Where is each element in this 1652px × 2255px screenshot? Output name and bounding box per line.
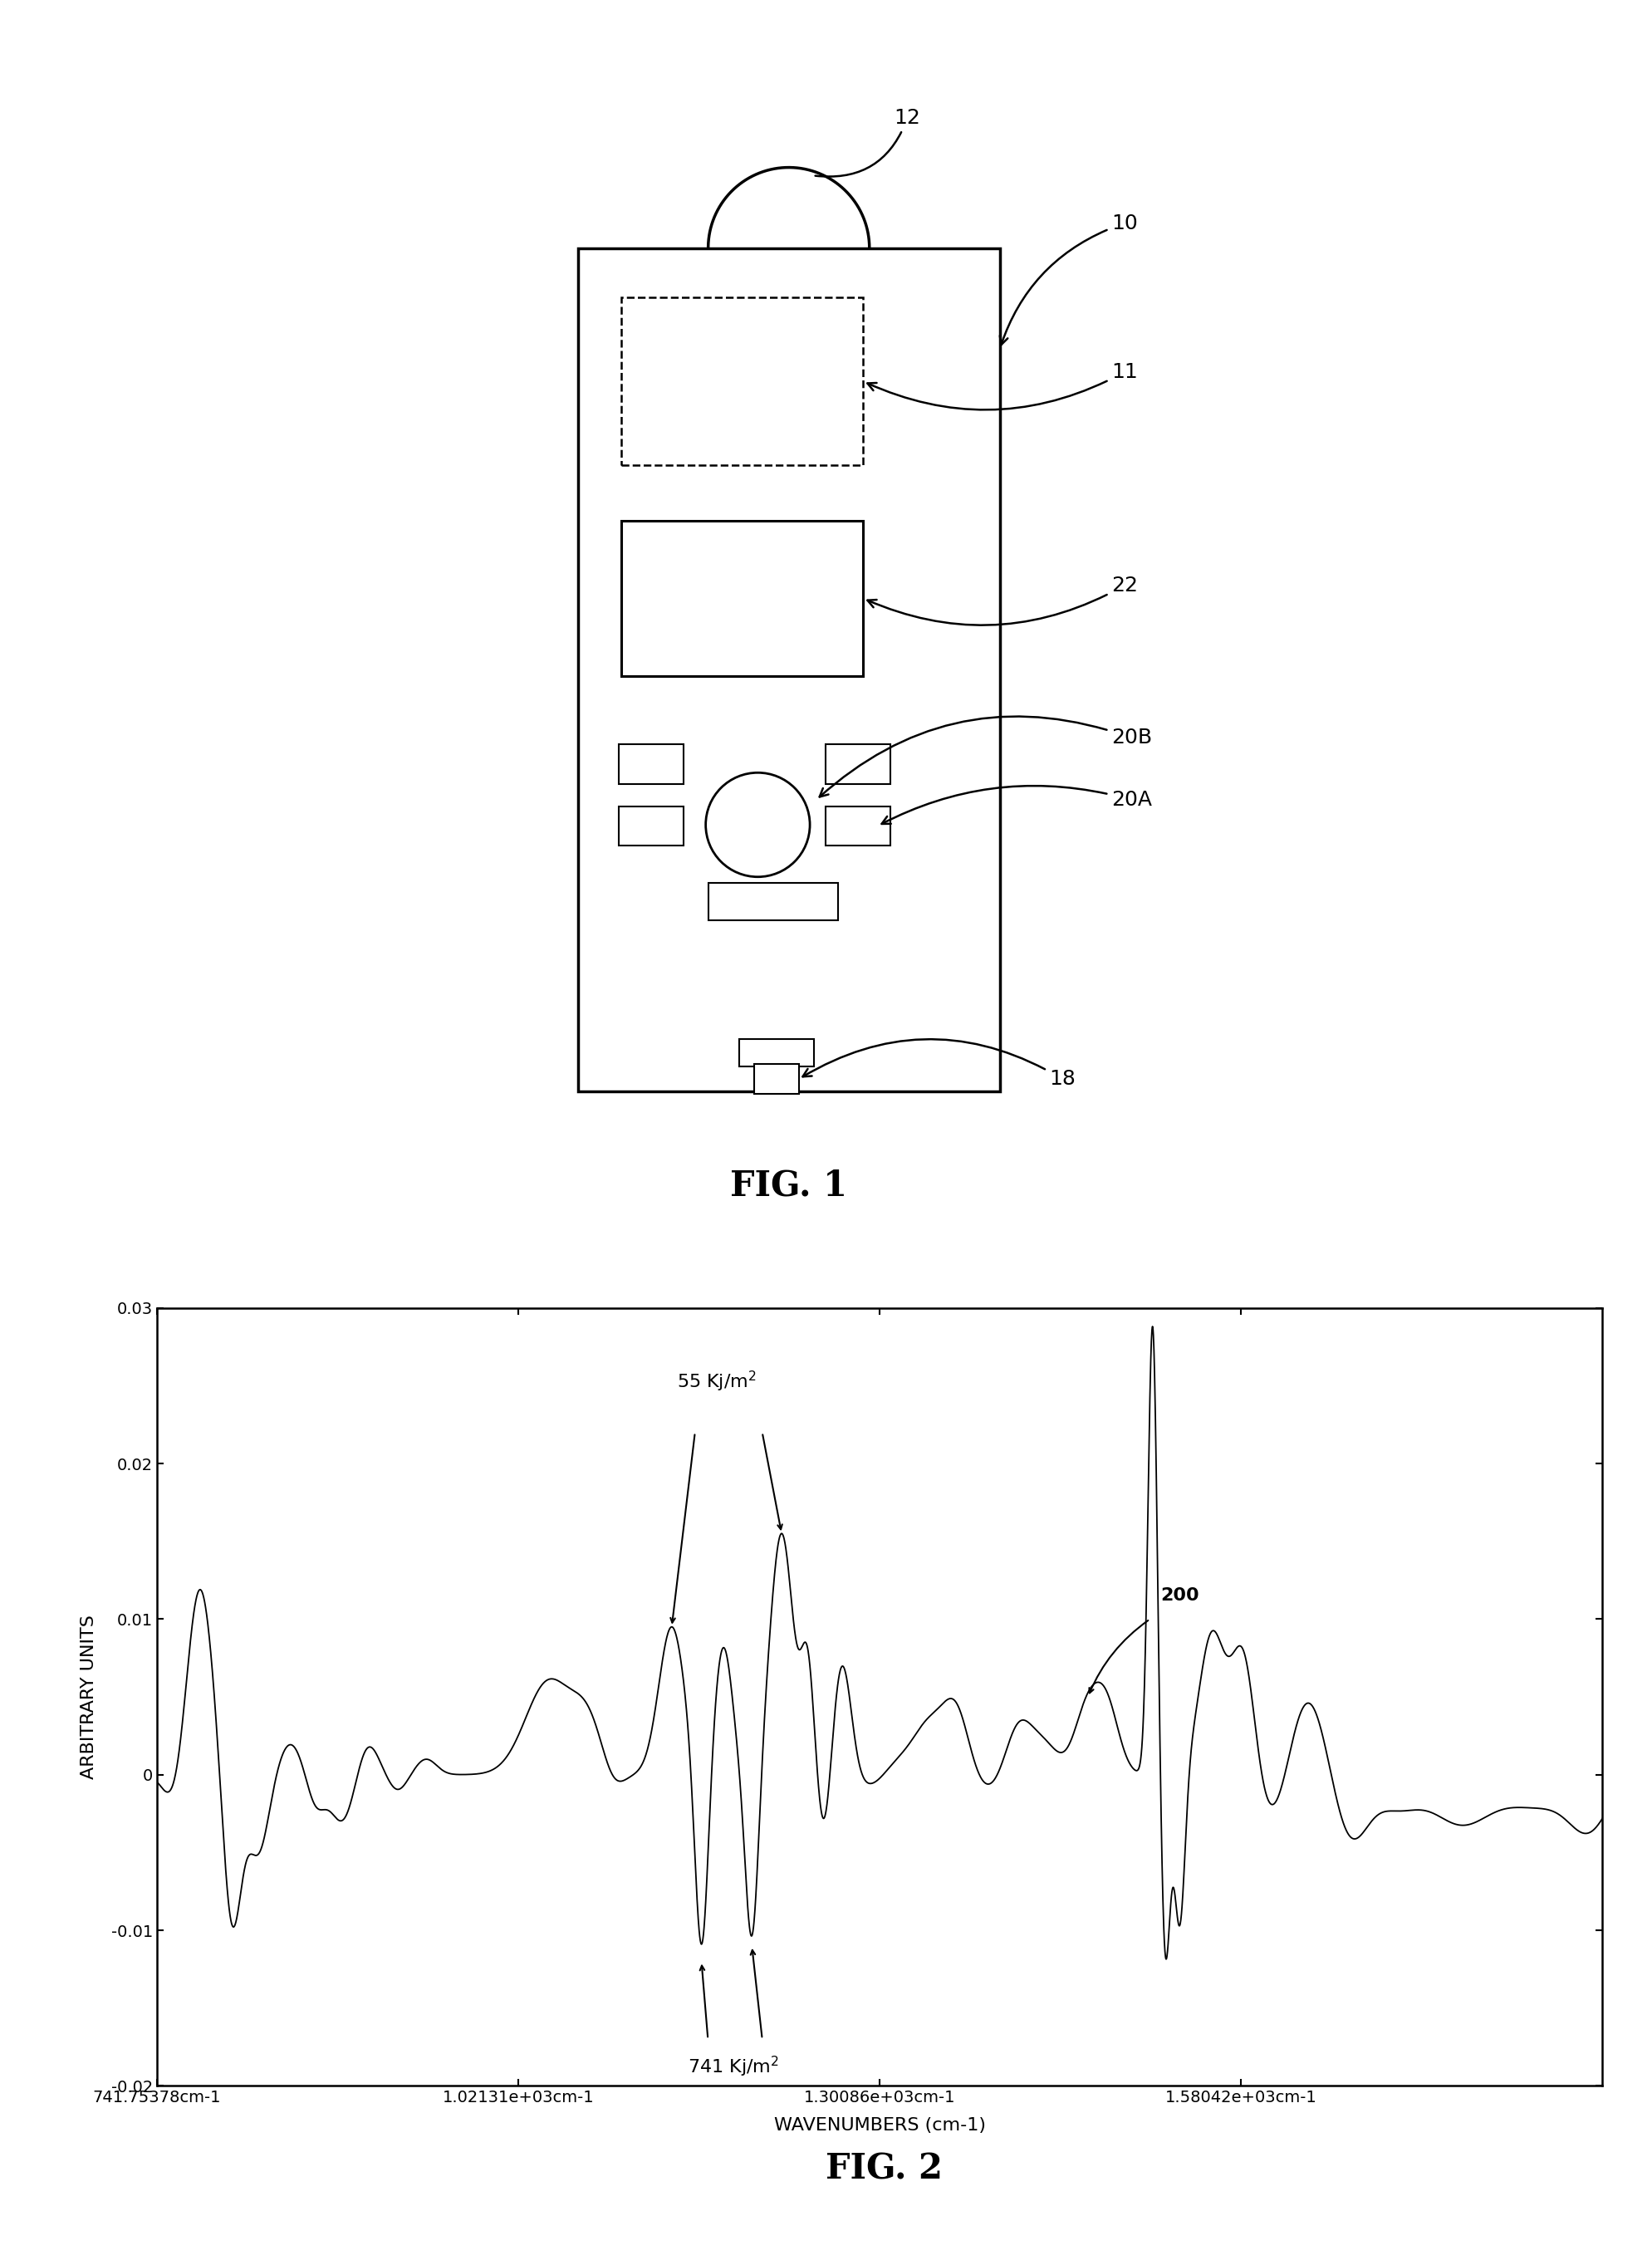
- Bar: [620, 744, 684, 785]
- Text: 22: 22: [867, 575, 1138, 625]
- X-axis label: WAVENUMBERS (cm-1): WAVENUMBERS (cm-1): [773, 2117, 986, 2133]
- Text: 10: 10: [999, 214, 1138, 345]
- Text: 18: 18: [803, 1040, 1075, 1089]
- Text: 12: 12: [816, 108, 920, 176]
- Bar: [621, 521, 864, 676]
- Bar: [578, 248, 999, 1091]
- Bar: [620, 807, 684, 846]
- Text: 55 Kj/m$^2$: 55 Kj/m$^2$: [677, 1369, 757, 1394]
- Bar: [738, 1040, 813, 1067]
- Bar: [826, 807, 890, 846]
- Text: 20A: 20A: [882, 785, 1151, 823]
- Bar: [753, 1064, 798, 1094]
- Text: 20B: 20B: [819, 717, 1151, 796]
- Text: 11: 11: [867, 363, 1138, 410]
- Bar: [621, 298, 864, 465]
- Text: 741 Kj/m$^2$: 741 Kj/m$^2$: [689, 2054, 780, 2079]
- Bar: [826, 744, 890, 785]
- Text: FIG. 2: FIG. 2: [826, 2151, 942, 2187]
- Text: 200: 200: [1160, 1588, 1199, 1603]
- Bar: [709, 884, 839, 920]
- Y-axis label: ARBITRARY UNITS: ARBITRARY UNITS: [81, 1615, 97, 1779]
- Text: FIG. 1: FIG. 1: [730, 1168, 847, 1204]
